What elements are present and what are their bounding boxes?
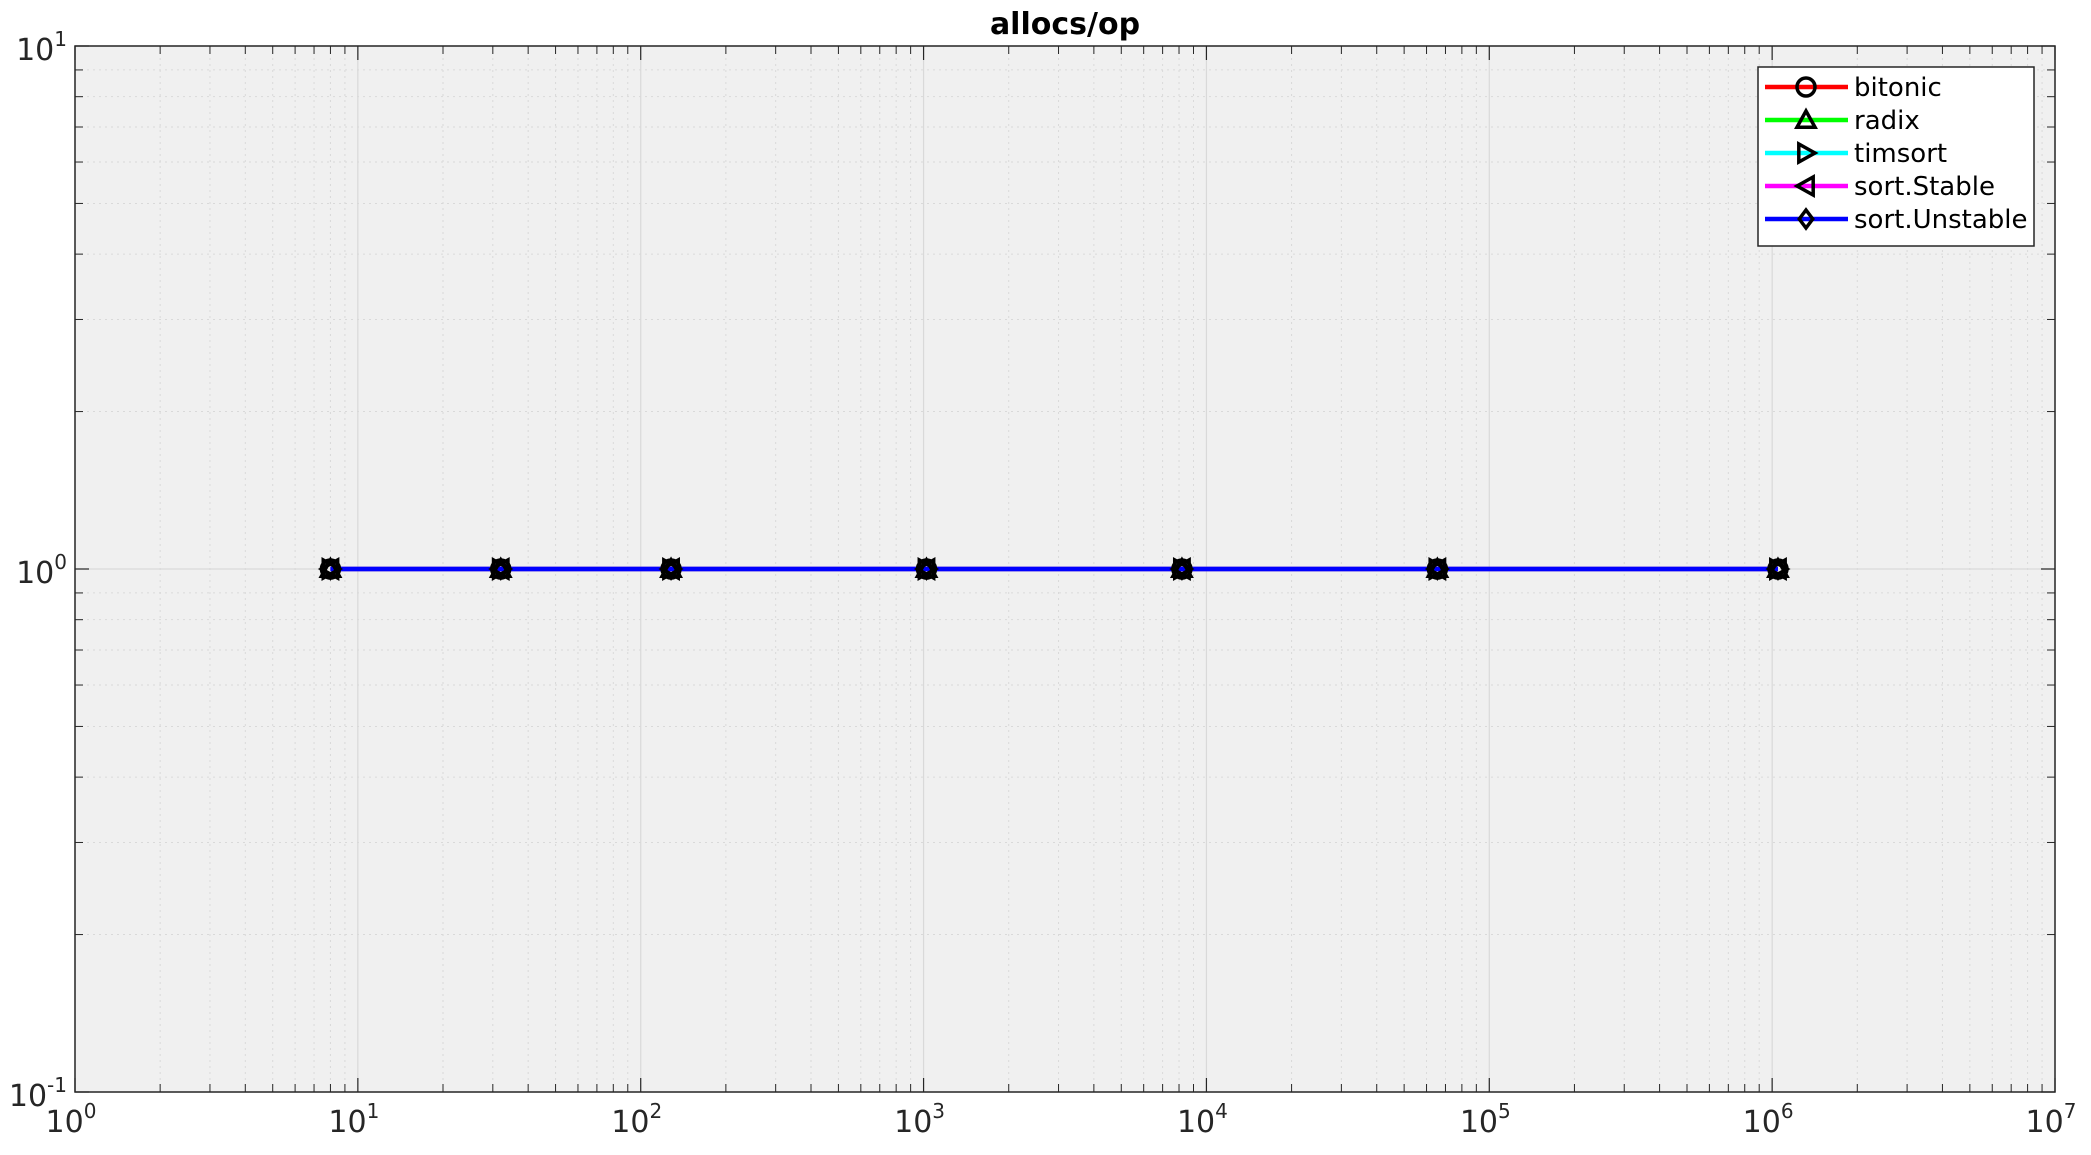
legend-marker: [1797, 141, 1819, 165]
legend-label: bitonic: [1854, 73, 1942, 103]
data-point: [1172, 557, 1191, 581]
x-tick-exponent: 3: [932, 1099, 945, 1123]
x-tick-label: 107: [2026, 1099, 2077, 1140]
legend-item: timsort: [1765, 139, 1947, 169]
legend-item: bitonic: [1765, 73, 1942, 103]
x-tick-label: 101: [328, 1099, 379, 1140]
chart-title: allocs/op: [990, 7, 1140, 42]
series-layer: [317, 556, 1791, 581]
x-tick-label: 104: [1177, 1099, 1228, 1140]
legend-item: sort.Unstable: [1765, 205, 2028, 235]
y-tick-base: 10: [9, 1079, 47, 1114]
legend-item: radix: [1765, 106, 1920, 136]
legend-item: sort.Stable: [1765, 172, 1995, 202]
x-tick-exponent: 4: [1215, 1099, 1228, 1123]
x-tick-exponent: 1: [367, 1099, 380, 1123]
x-tick-exponent: 6: [1781, 1099, 1794, 1123]
y-tick-exponent: 1: [54, 27, 67, 51]
data-point: [321, 557, 340, 581]
x-tick-label: 103: [894, 1099, 945, 1140]
legend: bitonicradixtimsortsort.Stablesort.Unsta…: [1757, 66, 2035, 247]
x-tick-exponent: 2: [649, 1099, 662, 1123]
data-point: [1428, 557, 1447, 581]
y-tick-label: 100: [16, 550, 67, 591]
y-tick-label: 101: [16, 27, 67, 68]
x-tick-label: 100: [46, 1099, 97, 1140]
legend-marker: [1794, 107, 1818, 129]
x-tick-label: 102: [611, 1099, 662, 1140]
x-tick-exponent: 7: [2064, 1099, 2077, 1123]
legend-label: timsort: [1854, 139, 1947, 169]
x-tick-base: 10: [611, 1105, 649, 1140]
legend-label: sort.Unstable: [1854, 205, 2028, 235]
x-tick-base: 10: [328, 1105, 366, 1140]
x-tick-base: 10: [46, 1105, 84, 1140]
legend-marker: [1797, 207, 1815, 231]
y-tick-label: 10-1: [9, 1073, 67, 1114]
y-tick-base: 10: [16, 33, 54, 68]
y-tick-exponent: -1: [47, 1073, 67, 1097]
y-tick-base: 10: [16, 556, 54, 591]
x-tick-exponent: 5: [1498, 1099, 1511, 1123]
series-markers-sort.Unstable: [321, 557, 1787, 581]
data-point: [662, 557, 680, 581]
legend-marker: [1793, 174, 1815, 198]
axes: [74, 45, 2056, 1093]
data-point: [1769, 557, 1787, 581]
axes-box: [74, 45, 2056, 1093]
x-tick-base: 10: [894, 1105, 932, 1140]
x-tick-base: 10: [1460, 1105, 1498, 1140]
legend-label: sort.Stable: [1854, 172, 1995, 202]
x-tick-base: 10: [2026, 1105, 2064, 1140]
x-tick-label: 105: [1460, 1099, 1511, 1140]
data-point: [917, 557, 936, 581]
x-tick-label: 106: [1743, 1099, 1794, 1140]
legend-marker: [1795, 76, 1817, 98]
legend-label: radix: [1854, 106, 1920, 136]
data-point: [491, 557, 510, 581]
x-tick-base: 10: [1743, 1105, 1781, 1140]
y-tick-exponent: 0: [54, 550, 67, 574]
x-tick-exponent: 0: [84, 1099, 97, 1123]
x-tick-base: 10: [1177, 1105, 1215, 1140]
